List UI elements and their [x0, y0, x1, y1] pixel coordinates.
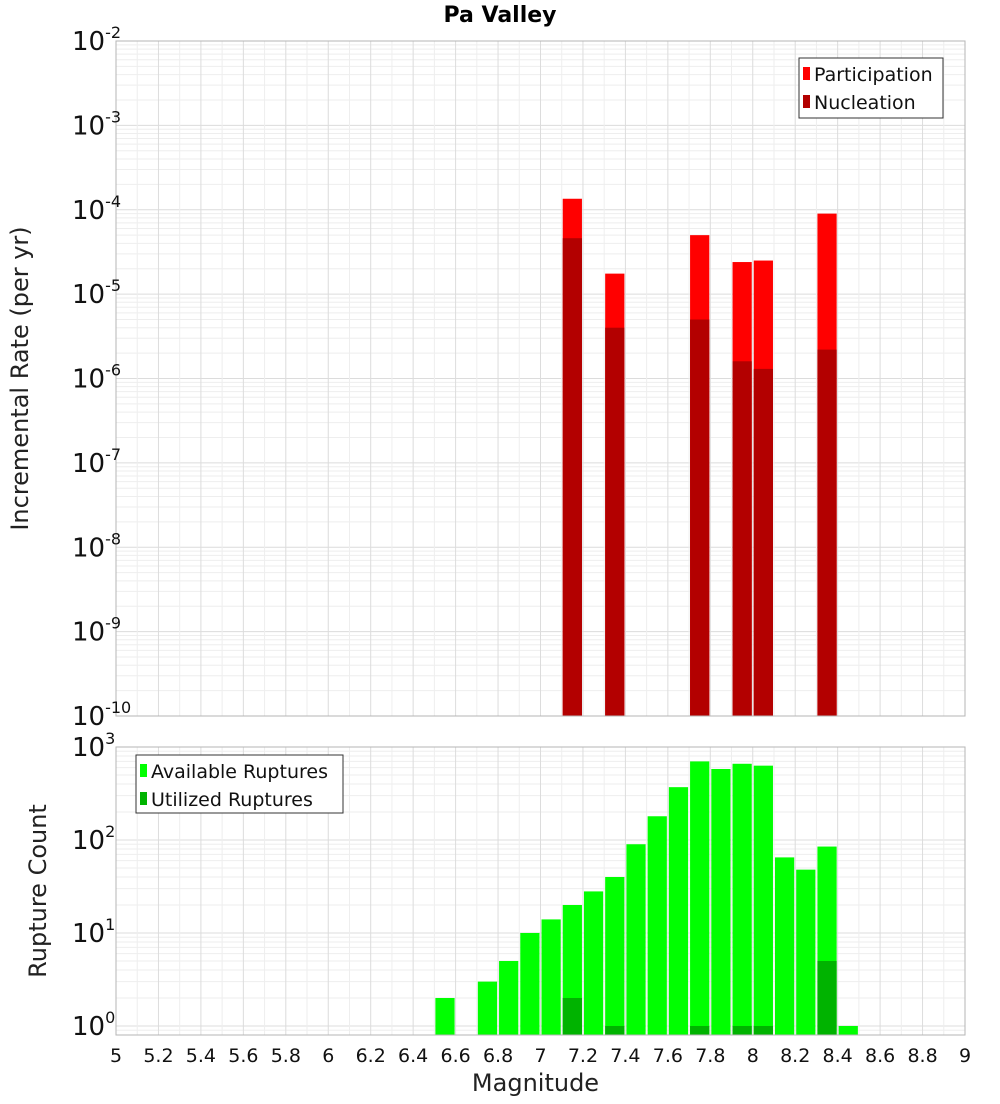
grid-lines	[115, 40, 966, 717]
y-axis-label: Rupture Count	[24, 804, 52, 978]
legend-swatch	[803, 95, 810, 108]
nucleation-bar	[605, 327, 625, 716]
available-ruptures-bar	[796, 869, 816, 1035]
x-tick-label: 6.8	[483, 1045, 513, 1067]
utilized-ruptures-series	[562, 960, 837, 1035]
utilized-ruptures-bar	[753, 1025, 773, 1035]
x-tick-label: 5.8	[271, 1045, 301, 1067]
available-ruptures-bar	[668, 787, 689, 1035]
legend-swatch	[140, 764, 147, 777]
nucleation-series	[562, 238, 837, 716]
available-ruptures-bar	[690, 761, 710, 1035]
legend-entry: Nucleation	[814, 92, 916, 114]
chart-title: Pa Valley	[443, 3, 556, 28]
x-tick-label: 7.6	[653, 1045, 683, 1067]
x-axis-label: Magnitude	[472, 1069, 599, 1097]
y-tick-label: 101	[72, 915, 115, 949]
utilized-ruptures-bar	[690, 1025, 710, 1035]
x-tick-label: 5	[110, 1045, 122, 1067]
y-tick-label: 10-5	[72, 276, 121, 310]
x-tick-label: 6.2	[356, 1045, 386, 1067]
x-tick-label: 8	[747, 1045, 759, 1067]
available-ruptures-series	[435, 761, 858, 1035]
legend-entry: Participation	[814, 64, 933, 86]
available-ruptures-bar	[774, 857, 795, 1035]
y-tick-label: 100	[72, 1008, 115, 1042]
nucleation-bar	[753, 368, 773, 716]
available-ruptures-bar	[499, 960, 519, 1035]
plot-frame	[115, 746, 966, 1036]
y-tick-label: 10-4	[72, 192, 121, 226]
x-tick-label: 5.2	[143, 1045, 173, 1067]
y-tick-label: 10-8	[72, 529, 121, 563]
y-tick-label: 10-9	[72, 614, 121, 648]
legend-box	[798, 57, 944, 119]
y-tick-label: 10-2	[72, 23, 121, 57]
legend-entry: Utilized Ruptures	[151, 789, 313, 811]
plot-frame	[115, 40, 966, 717]
y-tick-label: 103	[72, 729, 115, 763]
available-ruptures-bar	[541, 919, 561, 1035]
y-tick-label: 10-3	[72, 107, 121, 141]
nucleation-bar	[562, 238, 582, 716]
nucleation-bar	[690, 319, 710, 716]
y-tick-label: 10-10	[72, 698, 131, 732]
legend: Participation Nucleation	[798, 57, 944, 119]
available-ruptures-bar	[477, 981, 498, 1035]
x-tick-labels: 5 5.2 5.4 5.6 5.8 6 6.2 6.4 6.6 6.8 7 7.2 7.4 7.6 7.8 8…	[110, 1045, 971, 1067]
available-ruptures-bar	[520, 932, 540, 1035]
available-ruptures-bar	[435, 997, 455, 1035]
legend-swatch	[803, 67, 810, 80]
available-ruptures-bar	[838, 1025, 858, 1035]
y-tick-label: 102	[72, 822, 115, 856]
available-ruptures-bar	[626, 844, 646, 1035]
y-tick-label: 10-6	[72, 361, 121, 395]
utilized-ruptures-bar	[732, 1025, 752, 1035]
legend-box	[135, 754, 344, 814]
x-tick-label: 5.6	[228, 1045, 258, 1067]
available-ruptures-bar	[732, 763, 752, 1035]
nucleation-bar	[817, 349, 837, 716]
y-tick-labels: 100 101 102 103	[72, 729, 115, 1042]
x-tick-label: 8.6	[865, 1045, 895, 1067]
x-tick-label: 7.2	[568, 1045, 598, 1067]
available-ruptures-bar	[753, 765, 773, 1035]
utilized-ruptures-bar	[817, 960, 837, 1035]
available-ruptures-bar	[647, 816, 667, 1035]
x-tick-label: 8.4	[823, 1045, 853, 1067]
x-tick-label: 6	[322, 1045, 334, 1067]
utilized-ruptures-bar	[562, 997, 582, 1035]
legend-swatch	[140, 792, 147, 805]
available-ruptures-bar	[605, 877, 625, 1035]
x-tick-label: 6.4	[398, 1045, 428, 1067]
x-tick-label: 7.8	[695, 1045, 725, 1067]
x-tick-label: 8.2	[780, 1045, 810, 1067]
x-tick-label: 8.8	[907, 1045, 937, 1067]
available-ruptures-bar	[583, 891, 604, 1035]
y-axis-label: Incremental Rate (per yr)	[6, 226, 34, 530]
legend: Available Ruptures Utilized Ruptures	[135, 754, 344, 814]
x-tick-label: 9	[959, 1045, 971, 1067]
x-tick-label: 6.6	[440, 1045, 470, 1067]
x-tick-label: 7	[534, 1045, 546, 1067]
legend-entry: Available Ruptures	[151, 761, 328, 783]
x-tick-label: 7.4	[610, 1045, 640, 1067]
x-tick-label: 5.4	[186, 1045, 216, 1067]
utilized-ruptures-bar	[605, 1025, 625, 1035]
nucleation-bar	[732, 361, 752, 716]
incremental-rate-plot: 10-10 10-9 10-8 10-7 10-6 10-5 10-4 10-3 10-2 Inc…	[6, 23, 966, 732]
y-tick-label: 10-7	[72, 445, 121, 479]
available-ruptures-bar	[711, 769, 731, 1035]
